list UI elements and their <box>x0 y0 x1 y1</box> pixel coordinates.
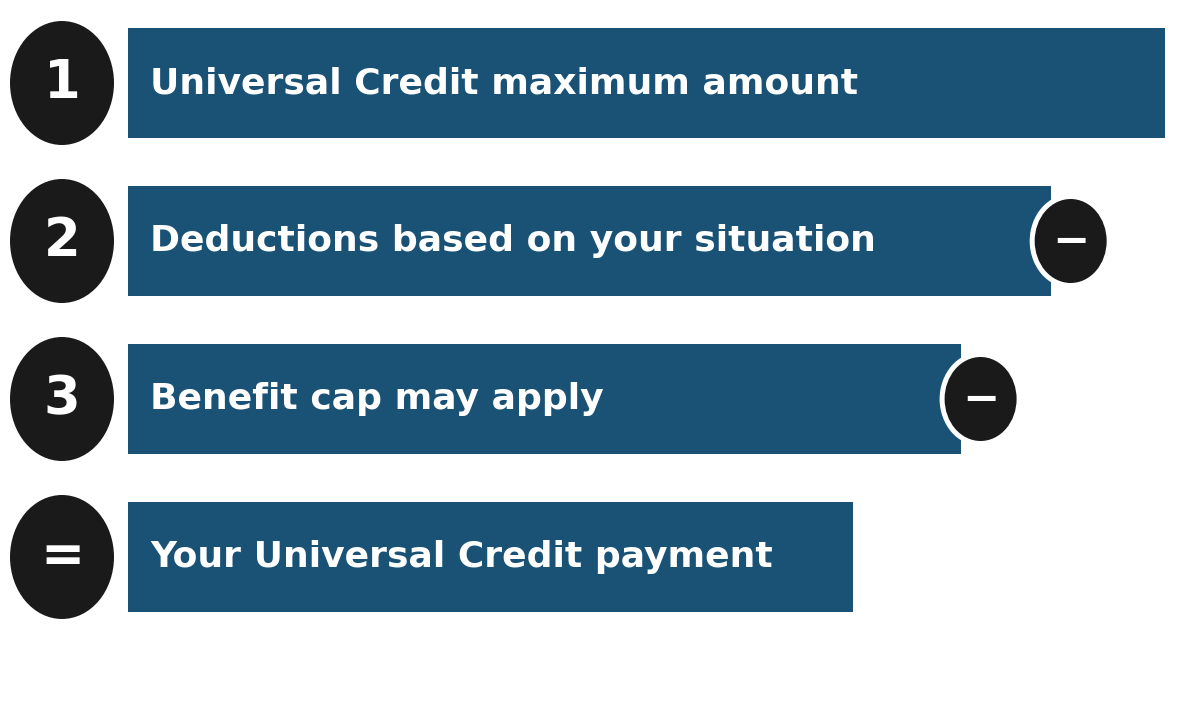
Text: Benefit cap may apply: Benefit cap may apply <box>150 382 604 416</box>
Text: Your Universal Credit payment: Your Universal Credit payment <box>150 540 772 574</box>
FancyBboxPatch shape <box>129 344 961 454</box>
Text: −: − <box>962 378 999 420</box>
Ellipse shape <box>10 179 114 303</box>
Ellipse shape <box>10 337 114 461</box>
Ellipse shape <box>939 352 1022 446</box>
Text: 2: 2 <box>43 215 80 267</box>
Ellipse shape <box>945 357 1016 441</box>
Text: 3: 3 <box>43 373 80 425</box>
Text: 1: 1 <box>43 57 80 109</box>
Ellipse shape <box>10 495 114 619</box>
Text: Universal Credit maximum amount: Universal Credit maximum amount <box>150 66 859 100</box>
Text: =: = <box>40 531 84 583</box>
FancyBboxPatch shape <box>129 502 853 612</box>
FancyBboxPatch shape <box>129 28 1165 138</box>
Text: Deductions based on your situation: Deductions based on your situation <box>150 224 876 258</box>
Text: −: − <box>1052 220 1089 262</box>
Ellipse shape <box>1029 194 1112 288</box>
FancyBboxPatch shape <box>129 186 1051 296</box>
Ellipse shape <box>1035 199 1106 283</box>
Ellipse shape <box>10 21 114 145</box>
